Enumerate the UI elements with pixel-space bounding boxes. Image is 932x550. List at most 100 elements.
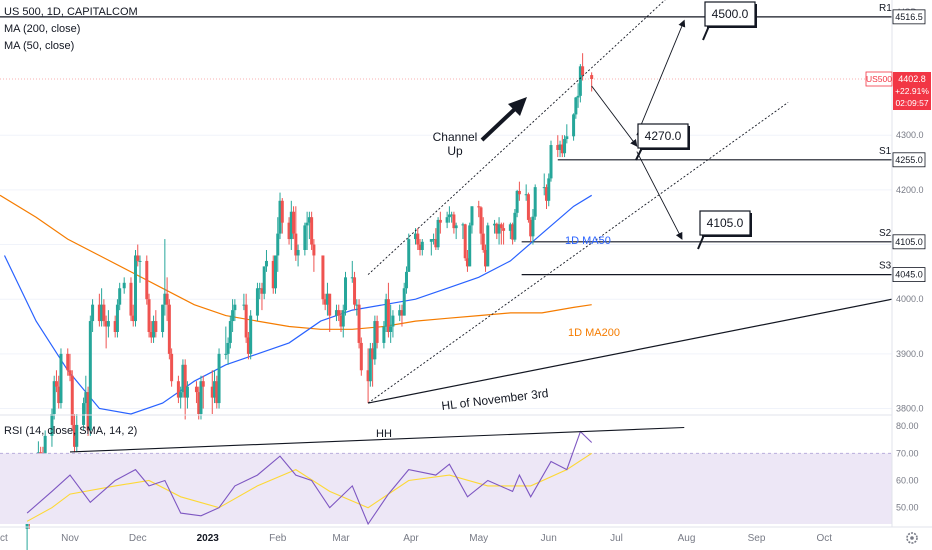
- ma200-legend[interactable]: MA (200, close): [4, 23, 81, 35]
- time-tick-label: Oct: [816, 533, 832, 544]
- price-tick-label: 3800.0: [896, 404, 924, 414]
- candle: [122, 277, 126, 294]
- level-tag-text-r1: 4516.5: [895, 12, 923, 22]
- gear-icon-hub: [910, 536, 914, 540]
- candle: [375, 315, 379, 349]
- candle: [170, 348, 174, 387]
- level-tag-s2: [892, 234, 926, 250]
- candle: [292, 206, 296, 240]
- candle-body: [447, 214, 451, 218]
- rsi-legend[interactable]: RSI (14, close, SMA, 14, 2): [4, 425, 138, 437]
- time-tick-label: Jun: [541, 533, 557, 544]
- price-callout-1[interactable]: 4500.0: [702, 1, 757, 41]
- candle: [386, 282, 390, 338]
- candle: [115, 299, 119, 338]
- candle: [255, 282, 259, 322]
- candle: [100, 288, 104, 327]
- candle-body: [228, 321, 232, 343]
- candle-body: [305, 222, 309, 226]
- level-tag-s1: [892, 152, 926, 168]
- candle: [113, 315, 117, 338]
- candle-body: [391, 315, 395, 327]
- ma50-line: [3, 194, 593, 415]
- candle-body: [359, 342, 363, 371]
- ma50-legend[interactable]: MA (50, close): [4, 40, 75, 52]
- candle: [499, 222, 503, 245]
- candle-body: [280, 200, 284, 223]
- candle-body: [418, 244, 422, 250]
- candle: [373, 315, 377, 365]
- candle: [384, 293, 388, 332]
- symbol-tag: [865, 71, 893, 87]
- candle-body: [526, 194, 530, 220]
- candle-body: [452, 214, 456, 229]
- level-name-s3: S3: [879, 261, 892, 272]
- candle: [73, 414, 77, 453]
- callout-text: 4500.0: [712, 7, 749, 21]
- candle: [179, 386, 183, 409]
- candle-body: [246, 337, 250, 354]
- candle: [341, 304, 345, 338]
- candle: [465, 250, 469, 272]
- candle-body: [88, 321, 92, 431]
- candle: [57, 375, 61, 409]
- candle: [68, 353, 72, 382]
- candle-body: [558, 144, 562, 150]
- candle: [400, 304, 404, 327]
- candle: [199, 375, 203, 420]
- candle-body: [502, 228, 506, 231]
- candle: [138, 255, 142, 283]
- time-tick-label: Feb: [269, 533, 287, 544]
- candle-body: [199, 381, 203, 414]
- candle-body: [75, 424, 79, 447]
- candle-body: [278, 200, 282, 234]
- candle-body: [493, 223, 497, 226]
- candle: [565, 124, 569, 144]
- candle-body: [181, 364, 185, 393]
- candle-body: [138, 260, 142, 262]
- candle-body: [402, 288, 406, 316]
- rsi-line: [26, 430, 593, 526]
- candle-body: [325, 293, 329, 305]
- candle-body: [445, 217, 449, 223]
- candle-body: [213, 381, 217, 398]
- candle: [563, 135, 567, 158]
- callouts[interactable]: 4500.0 4270.0 4105.0: [635, 1, 757, 250]
- candle-body: [136, 255, 140, 261]
- bar-countdown: 02:09:57: [895, 98, 928, 108]
- gear-icon[interactable]: [906, 532, 918, 544]
- candle-body: [52, 381, 56, 414]
- candle: [344, 271, 348, 316]
- candle: [495, 222, 499, 240]
- candle: [303, 222, 307, 256]
- callout-pointer: [702, 25, 710, 41]
- candle: [70, 370, 74, 431]
- candle: [325, 282, 329, 316]
- candle: [445, 211, 449, 229]
- candle: [147, 293, 151, 338]
- price-tick-label: 3900.0: [896, 349, 924, 359]
- candle-body: [407, 239, 411, 272]
- candle-body: [91, 304, 95, 322]
- price-callout-3[interactable]: 4105.0: [697, 210, 752, 250]
- symbol-legend[interactable]: US 500, 1D, CAPITALCOM: [4, 6, 138, 18]
- price-callout-2[interactable]: 4270.0: [635, 123, 690, 161]
- candle-body: [572, 114, 576, 137]
- candle: [262, 266, 266, 300]
- candle-body: [375, 321, 379, 343]
- candle: [213, 370, 217, 404]
- candle-body: [102, 304, 106, 322]
- candle-body: [258, 288, 262, 290]
- candle: [542, 173, 546, 196]
- candle: [339, 310, 343, 332]
- candle: [84, 375, 88, 414]
- channel-up-label-line: Up: [447, 144, 463, 158]
- candle: [276, 217, 280, 272]
- candle-body: [461, 224, 465, 226]
- candle: [576, 83, 580, 108]
- candle: [106, 310, 110, 338]
- candle: [59, 348, 63, 409]
- candle-body: [194, 386, 198, 393]
